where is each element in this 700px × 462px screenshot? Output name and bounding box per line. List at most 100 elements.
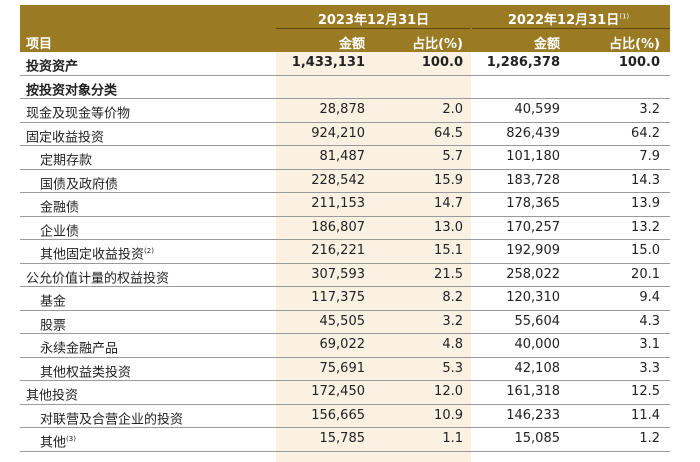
- footnote-ref: (2): [144, 247, 154, 255]
- table-row: 投资资产 1,433,131 100.0 1,286,378 100.0: [20, 52, 670, 76]
- highlight-column-2023: [276, 52, 471, 462]
- table-row: 其他权益类投资 75,691 5.3 42,108 3.3: [20, 358, 670, 385]
- ratio-2023: 13.0: [434, 219, 463, 235]
- amount-2022: 15,085: [514, 431, 561, 446]
- row-label: 按投资对象分类: [26, 76, 117, 103]
- ratio-2022: 4.3: [639, 313, 660, 329]
- header-item: 项目: [26, 37, 53, 52]
- amount-2022: 258,022: [506, 266, 560, 282]
- header-ratio-2022: 占比(%): [609, 37, 660, 52]
- row-label-text: 其他固定收益投资: [40, 247, 145, 263]
- table-row: 企业债 186,807 13.0 170,257 13.2: [20, 217, 670, 244]
- row-label-text: 投资资产: [26, 59, 79, 75]
- ratio-2022: 64.2: [631, 125, 660, 141]
- row-label-text: 公允价值计量的权益投资: [26, 270, 170, 286]
- row-label: 其他权益类投资: [40, 358, 131, 385]
- header-year-2023: 2023年12月31日: [317, 13, 430, 28]
- row-label: 永续金融产品: [40, 334, 118, 361]
- table-header: 2023年12月31日 2022年12月31日(1) 项目 金额 占比(%) 金…: [20, 5, 670, 52]
- footnote-ref: (1): [619, 12, 630, 21]
- row-label: 对联营及合营企业的投资: [40, 405, 183, 432]
- amount-2022: 42,108: [514, 360, 561, 376]
- amount-2022: 1,286,378: [486, 55, 560, 70]
- amount-2023: 75,691: [319, 360, 366, 376]
- header-year-2022: 2022年12月31日(1): [471, 9, 666, 28]
- ratio-2023: 100.0: [421, 55, 463, 70]
- row-label-text: 固定收益投资: [26, 129, 105, 145]
- table-row: 定期存款 81,487 5.7 101,180 7.9: [20, 146, 670, 170]
- ratio-2023: 8.2: [442, 290, 463, 305]
- row-label: 定期存款: [40, 146, 92, 173]
- amount-2023: 117,375: [311, 290, 365, 305]
- row-label-text: 其他: [40, 435, 67, 451]
- table-row: 永续金融产品 69,022 4.8 40,000 3.1: [20, 334, 670, 358]
- row-label: 其他投资: [26, 381, 78, 408]
- amount-2023: 45,505: [319, 313, 366, 329]
- row-label-text: 其他权益类投资: [40, 364, 132, 380]
- amount-2023: 28,878: [319, 102, 366, 117]
- header-year-2022-text: 2022年12月31日: [507, 13, 620, 28]
- header-amount-2023: 金额: [338, 37, 365, 52]
- row-label-text: 对联营及合营企业的投资: [40, 411, 184, 427]
- row-label-text: 国债及政府债: [40, 176, 119, 192]
- row-label: 企业债: [40, 217, 79, 244]
- ratio-2023: 64.5: [434, 125, 463, 141]
- ratio-2022: 3.2: [639, 102, 660, 117]
- ratio-2022: 3.3: [639, 360, 660, 376]
- amount-2023: 172,450: [311, 384, 365, 399]
- amount-2022: 55,604: [514, 313, 561, 329]
- ratio-2022: 11.4: [631, 407, 660, 423]
- table-row: 国债及政府债 228,542 15.9 183,728 14.3: [20, 170, 670, 193]
- ratio-2023: 3.2: [442, 313, 463, 329]
- row-label: 投资资产: [26, 52, 78, 79]
- amount-2022: 192,909: [506, 243, 560, 258]
- table-row: 公允价值计量的权益投资 307,593 21.5 258,022 20.1: [20, 264, 670, 287]
- amount-2023: 81,487: [319, 149, 366, 164]
- divider: [472, 28, 670, 29]
- amount-2022: 178,365: [506, 196, 560, 211]
- ratio-2022: 7.9: [639, 149, 660, 164]
- amount-2023: 15,785: [319, 431, 366, 446]
- amount-2023: 924,210: [311, 125, 365, 141]
- row-label-text: 金融债: [40, 200, 80, 216]
- ratio-2022: 12.5: [631, 384, 660, 399]
- header-ratio-2023: 占比(%): [412, 37, 463, 52]
- row-label-text: 企业债: [40, 223, 80, 239]
- ratio-2023: 1.1: [442, 431, 463, 446]
- footnote-ref: (3): [66, 435, 76, 443]
- row-label: 基金: [40, 287, 66, 314]
- amount-2022: 101,180: [506, 149, 560, 164]
- amount-2023: 69,022: [319, 337, 366, 352]
- ratio-2022: 1.2: [639, 431, 660, 446]
- ratio-2023: 21.5: [434, 266, 463, 282]
- ratio-2022: 100.0: [618, 55, 660, 70]
- header-amount-2022: 金额: [533, 37, 560, 52]
- amount-2022: 170,257: [506, 219, 560, 235]
- row-label: 股票: [40, 311, 66, 338]
- investment-assets-table: 2023年12月31日 2022年12月31日(1) 项目 金额 占比(%) 金…: [20, 5, 670, 462]
- table-row: 其他(3) 15,785 1.1 15,085 1.2: [20, 428, 670, 452]
- amount-2022: 183,728: [506, 172, 560, 188]
- ratio-2022: 13.2: [631, 219, 660, 235]
- table-row: 按投资对象分类: [20, 76, 670, 103]
- amount-2023: 156,665: [311, 407, 365, 423]
- ratio-2023: 15.9: [434, 172, 463, 188]
- amount-2023: 186,807: [311, 219, 365, 235]
- amount-2022: 146,233: [506, 407, 560, 423]
- ratio-2023: 14.7: [434, 196, 463, 211]
- row-label-text: 现金及现金等价物: [26, 106, 131, 122]
- divider: [276, 28, 470, 29]
- amount-2022: 40,599: [514, 102, 561, 117]
- table-row: 股票 45,505 3.2 55,604 4.3: [20, 311, 670, 338]
- table-row: 对联营及合营企业的投资 156,665 10.9 146,233 11.4: [20, 405, 670, 432]
- amount-2023: 307,593: [311, 266, 365, 282]
- table-row: 其他固定收益投资(2) 216,221 15.1 192,909 15.0: [20, 240, 670, 264]
- row-label-text: 按投资对象分类: [26, 82, 118, 98]
- row-label-text: 股票: [40, 317, 67, 333]
- ratio-2022: 9.4: [639, 290, 660, 305]
- amount-2022: 826,439: [506, 125, 560, 141]
- amount-2022: 120,310: [506, 290, 560, 305]
- amount-2023: 228,542: [311, 172, 365, 188]
- table-row: 金融债 211,153 14.7 178,365 13.9: [20, 193, 670, 217]
- ratio-2022: 13.9: [631, 196, 660, 211]
